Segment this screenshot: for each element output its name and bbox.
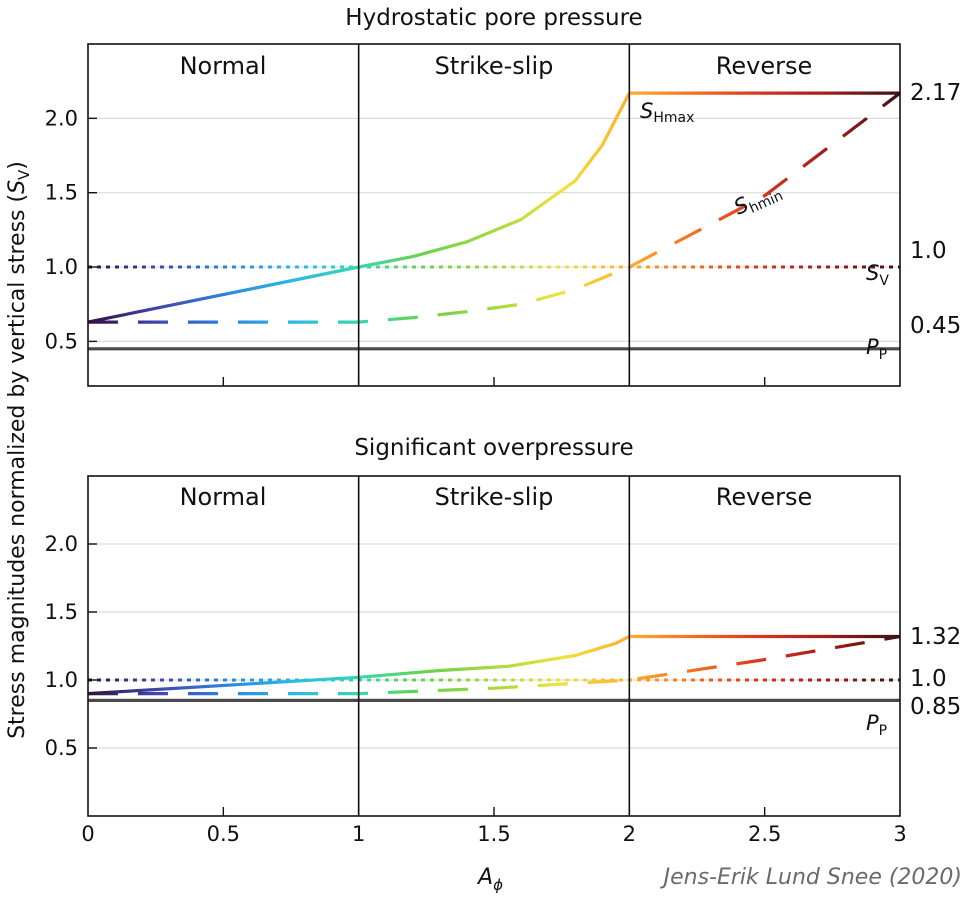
top-pp-label: PP (866, 335, 887, 363)
bottom-pp-label: PP (866, 711, 887, 739)
top-series-shmax (87, 91, 900, 324)
bottom-regime-reverse: Reverse (716, 483, 812, 511)
top-panel: 0.5 1.0 1.5 2.0 (45, 43, 901, 387)
top-right-value-shmax: 2.17 (910, 80, 961, 106)
top-regime-reverse: Reverse (716, 52, 812, 80)
top-regime-normal: Normal (180, 52, 267, 80)
bottom-right-value-pp: 0.85 (910, 694, 961, 720)
top-ytick-label-0: 0.5 (45, 329, 78, 353)
x-tick-label-3: 1.5 (477, 822, 510, 846)
top-shmax-label: SHmax (640, 99, 694, 126)
bottom-right-value-shmax: 1.32 (910, 624, 961, 650)
bottom-right-value-sv: 1.0 (910, 666, 947, 692)
top-sv-label: SV (866, 261, 889, 289)
top-plot-frame (87, 43, 901, 387)
bottom-ytick-label-3: 2.0 (45, 532, 78, 556)
bottom-panel-title: Significant overpressure (354, 435, 633, 461)
top-right-value-sv: 1.0 (910, 238, 947, 264)
top-series-shmin (88, 91, 901, 324)
y-axis-label: Stress magnitudes normalized by vertical… (5, 161, 33, 739)
bottom-regime-strike-slip: Strike-slip (435, 483, 554, 511)
bottom-series-shmax (87, 634, 900, 696)
x-axis-label: Aϕ (476, 865, 503, 894)
x-tick-label-2: 1 (352, 822, 365, 846)
bottom-regime-normal: Normal (180, 483, 267, 511)
x-tick-label-1: 0.5 (207, 822, 240, 846)
top-panel-title: Hydrostatic pore pressure (345, 5, 642, 31)
top-regime-strike-slip: Strike-slip (435, 52, 554, 80)
bottom-ytick-label-1: 1.0 (45, 668, 78, 692)
top-ytick-label-1: 1.0 (45, 255, 78, 279)
bottom-plot-frame (87, 475, 901, 817)
bottom-ytick-label-2: 1.5 (45, 600, 78, 624)
bottom-ytick-label-0: 0.5 (45, 736, 78, 760)
top-ytick-label-3: 2.0 (45, 106, 78, 130)
bottom-series-shmin (88, 634, 901, 696)
top-ytick-label-2: 1.5 (45, 181, 78, 205)
x-tick-label-6: 3 (893, 822, 906, 846)
x-tick-label-0: 0 (81, 822, 94, 846)
x-tick-label-5: 2.5 (748, 822, 781, 846)
x-tick-label-4: 2 (623, 822, 636, 846)
author-credit: Jens-Erik Lund Snee (2020) (660, 865, 962, 890)
top-right-value-pp: 0.45 (910, 313, 961, 339)
bottom-panel: 0.5 1.0 1.5 2.0 0 0.5 1 1.5 2 2.5 3 (45, 475, 907, 846)
